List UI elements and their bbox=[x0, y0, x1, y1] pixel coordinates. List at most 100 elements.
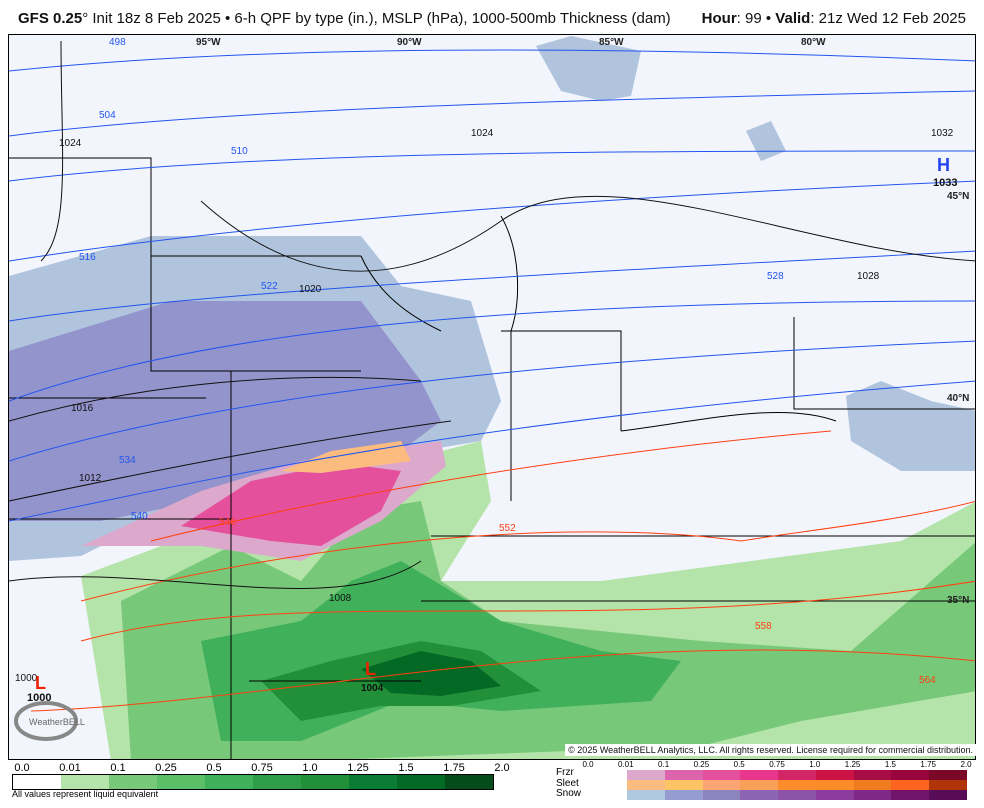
map-svg: 498 504 510 516 522 528 534 540 546 552 … bbox=[9, 35, 975, 759]
rain-tick: 0.25 bbox=[155, 762, 177, 774]
ptype-tick: 2.0 bbox=[960, 760, 972, 769]
snow-swatch bbox=[664, 790, 703, 800]
rain-swatch bbox=[13, 775, 61, 789]
ptype-tick: 0.5 bbox=[733, 760, 745, 769]
high-value: 1033 bbox=[933, 177, 957, 189]
frzr-swatch bbox=[702, 770, 741, 780]
thickness-lines-cold bbox=[9, 49, 975, 522]
frzr-swatch bbox=[929, 770, 968, 780]
label-522: 522 bbox=[261, 281, 278, 292]
freezing-rain-area bbox=[81, 441, 446, 561]
label-498: 498 bbox=[109, 37, 126, 48]
model-name: GFS 0.25 bbox=[18, 10, 83, 27]
isobar-labels: 1024 1024 1020 1016 1012 1008 1028 1032 … bbox=[15, 128, 954, 694]
label-1032: 1032 bbox=[931, 128, 954, 139]
label-1028: 1028 bbox=[857, 271, 880, 282]
label-534: 534 bbox=[119, 455, 136, 466]
snow-color-bar bbox=[627, 790, 968, 800]
lon-95: 95°W bbox=[196, 37, 221, 48]
frzr-swatch bbox=[627, 770, 665, 780]
sleet-swatch bbox=[702, 780, 741, 790]
sleet-swatch bbox=[929, 780, 968, 790]
ptype-tick: 0.01 bbox=[618, 760, 634, 769]
label-1024b: 1024 bbox=[471, 128, 494, 139]
rain-swatch bbox=[109, 775, 157, 789]
rain-tick: 0.01 bbox=[59, 762, 81, 774]
label-1000: 1000 bbox=[15, 673, 38, 684]
pressure-centers: H 1033 L 1000 L bbox=[27, 155, 957, 704]
valid-label: Valid bbox=[775, 10, 811, 27]
weather-map: 498 504 510 516 522 528 534 540 546 552 … bbox=[8, 34, 976, 760]
hour-value: : 99 bbox=[736, 10, 762, 27]
thickness-lines-warm bbox=[30, 430, 975, 712]
sleet-swatch bbox=[664, 780, 703, 790]
degree: ° bbox=[82, 10, 89, 27]
snow-swatch bbox=[740, 790, 779, 800]
frzr-color-bar bbox=[627, 770, 968, 780]
snow-swatch bbox=[627, 790, 665, 800]
lon-85: 85°W bbox=[599, 37, 624, 48]
ptype-tick: 0.25 bbox=[693, 760, 710, 769]
snow-area bbox=[9, 36, 975, 561]
rain-tick: 0.1 bbox=[110, 762, 126, 774]
sep: • bbox=[220, 10, 235, 27]
frzr-swatch bbox=[740, 770, 779, 780]
rain-tick: 1.75 bbox=[443, 762, 465, 774]
frzr-swatch bbox=[664, 770, 703, 780]
rain-tick: 0.0 bbox=[14, 762, 30, 774]
rain-swatch bbox=[445, 775, 493, 789]
ptype-tick: 1.75 bbox=[920, 760, 936, 769]
label-528: 528 bbox=[767, 271, 784, 282]
low-symbol: L bbox=[35, 673, 46, 693]
frzr-swatch bbox=[778, 770, 816, 780]
label-1012: 1012 bbox=[79, 473, 102, 484]
ptype-tick: 1.0 bbox=[809, 760, 821, 769]
label-1016: 1016 bbox=[71, 403, 94, 414]
lat-45: 45°N bbox=[947, 191, 969, 202]
label-1024: 1024 bbox=[59, 138, 82, 149]
lon-90: 90°W bbox=[397, 37, 422, 48]
lat-40: 40°N bbox=[947, 393, 969, 404]
sleet-swatch bbox=[891, 780, 930, 790]
sleet-swatch bbox=[778, 780, 816, 790]
low-value: 1000 bbox=[27, 692, 51, 704]
high-symbol: H bbox=[937, 155, 950, 175]
product-desc: 6-h QPF by type (in.), MSLP (hPa), 1000-… bbox=[234, 10, 671, 27]
snow-swatch bbox=[815, 790, 854, 800]
snow-swatch bbox=[929, 790, 968, 800]
rain-tick: 1.5 bbox=[398, 762, 414, 774]
frzr-swatch bbox=[815, 770, 854, 780]
isobars bbox=[9, 40, 975, 589]
valid-value: : 21z Wed 12 Feb 2025 bbox=[810, 10, 966, 27]
snow-swatch bbox=[778, 790, 816, 800]
lon-80: 80°W bbox=[801, 37, 826, 48]
rain-swatch bbox=[253, 775, 301, 789]
frzr-swatch bbox=[853, 770, 892, 780]
snow-swatch bbox=[891, 790, 930, 800]
label-510: 510 bbox=[231, 146, 248, 157]
valid-time: Hour: 99 • Valid: 21z Wed 12 Feb 2025 bbox=[702, 10, 966, 27]
snow-label: Snow bbox=[556, 788, 582, 799]
frzr-swatch bbox=[891, 770, 930, 780]
label-1008: 1008 bbox=[329, 593, 352, 604]
rain-tick: 0.75 bbox=[251, 762, 273, 774]
label-558: 558 bbox=[755, 621, 772, 632]
label-552: 552 bbox=[499, 523, 516, 534]
label-1020: 1020 bbox=[299, 284, 322, 295]
frzr-label: Frzr bbox=[556, 767, 574, 778]
ptype-tick: 0.1 bbox=[658, 760, 670, 769]
label-564: 564 bbox=[919, 675, 936, 686]
label-1004: 1004 bbox=[361, 683, 384, 694]
rain-swatch bbox=[205, 775, 253, 789]
label-504: 504 bbox=[99, 110, 116, 121]
rain-swatch bbox=[157, 775, 205, 789]
ptype-tick: 0.0 bbox=[582, 760, 594, 769]
sep: • bbox=[761, 10, 776, 27]
ptype-tick: 1.5 bbox=[884, 760, 896, 769]
rain-swatch bbox=[349, 775, 397, 789]
label-540: 540 bbox=[131, 511, 148, 522]
snow-swatch bbox=[853, 790, 892, 800]
weatherbell-logo: WeatherBELL bbox=[14, 701, 85, 741]
rain-tick: 0.5 bbox=[206, 762, 222, 774]
sleet-color-bar bbox=[627, 780, 968, 790]
